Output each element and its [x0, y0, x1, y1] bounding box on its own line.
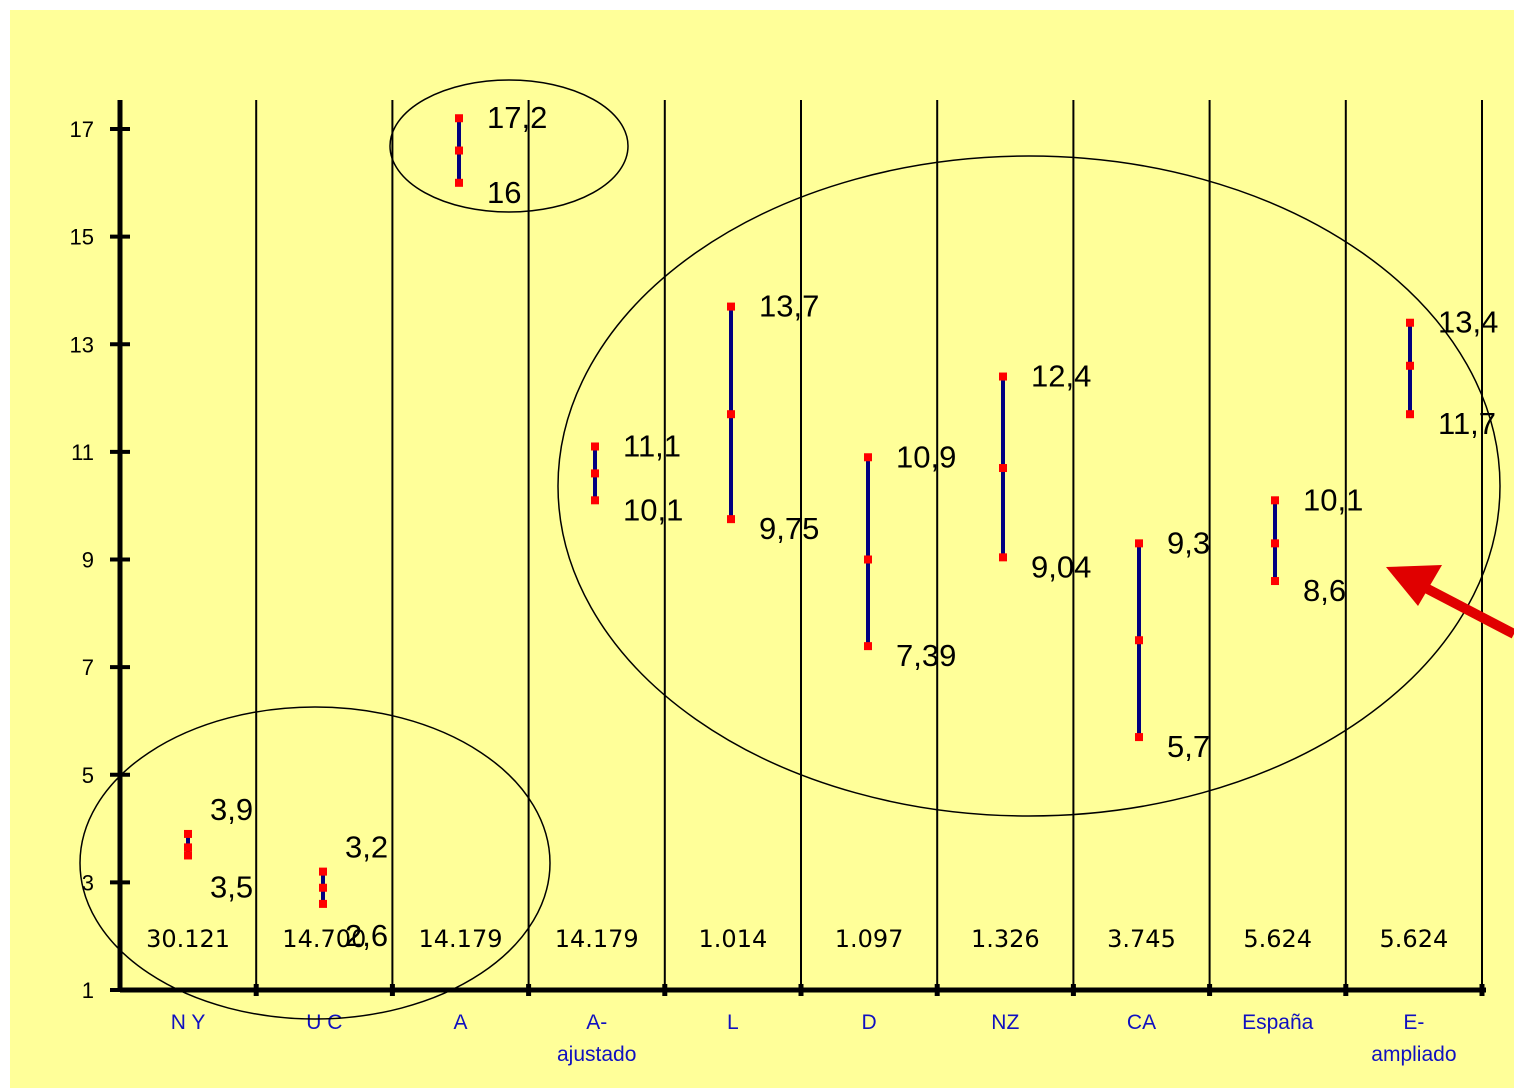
arrow-head: [1386, 565, 1442, 606]
low-marker: [455, 178, 463, 187]
chart-area-background: [10, 10, 1514, 1088]
mid-marker: [184, 843, 192, 852]
range-series: 3,9 3,5 3,2 2,6 17,2 16 11,1 10,1 13,7 9,75 10,9 7,…: [184, 100, 1498, 953]
sample-count-label: 1.326: [971, 925, 1040, 953]
y-tick-label: 9: [82, 548, 94, 573]
mid-marker: [591, 469, 599, 478]
group-ellipse-main: [557, 155, 1501, 817]
low-value-label: 3,5: [210, 869, 253, 904]
high-marker: [1271, 496, 1279, 505]
category-label: España: [1242, 1011, 1314, 1034]
low-marker: [591, 496, 599, 505]
low-value-label: 9,75: [759, 511, 819, 546]
high-marker: [864, 453, 872, 462]
group-ellipse-low: [79, 706, 551, 1020]
low-marker: [727, 515, 735, 524]
low-value-label: 8,6: [1303, 573, 1346, 608]
high-value-label: 17,2: [487, 100, 547, 135]
category-dividers: [255, 100, 1483, 990]
low-value-label: 9,04: [1031, 549, 1091, 584]
high-marker: [1406, 318, 1414, 327]
low-value-label: 11,7: [1438, 406, 1496, 441]
high-value-label: 10,1: [1303, 482, 1363, 517]
category-label: D: [862, 1011, 877, 1034]
high-value-label: 11,1: [623, 428, 681, 463]
category-labels: N Y U C A A-ajustado L D NZ CA España E-ampliado: [171, 1011, 1457, 1066]
y-tick-label: 15: [70, 225, 94, 250]
high-value-label: 9,3: [1167, 525, 1210, 560]
category-label: A-: [586, 1011, 607, 1034]
high-value-label: 13,7: [759, 289, 819, 324]
y-tick-label: 11: [71, 440, 94, 465]
sample-count-label: 1.097: [835, 925, 904, 953]
sample-count-label: 5.624: [1243, 925, 1312, 953]
low-marker: [864, 642, 872, 651]
category-label: CA: [1127, 1011, 1156, 1034]
mid-marker: [1406, 361, 1414, 370]
y-tick-label: 13: [70, 332, 94, 357]
category-label: U C: [306, 1011, 342, 1034]
mid-marker: [1271, 539, 1279, 548]
sample-count-label: 14.179: [555, 925, 639, 953]
high-value-label: 10,9: [896, 439, 956, 474]
low-value-label: 2,6: [345, 918, 388, 953]
low-value-label: 16: [487, 175, 521, 210]
high-marker: [999, 372, 1007, 381]
y-tick-label: 5: [82, 763, 94, 788]
sample-count-label: 30.121: [146, 925, 230, 953]
group-annotations: [79, 79, 1514, 1020]
low-marker: [1271, 577, 1279, 586]
low-marker: [999, 553, 1007, 562]
high-marker: [319, 867, 327, 876]
low-marker: [1406, 410, 1414, 419]
low-value-label: 10,1: [623, 492, 683, 527]
arrow-shaft: [1417, 580, 1514, 639]
group-ellipse-a: [389, 79, 629, 213]
category-label: NZ: [991, 1011, 1019, 1034]
high-marker: [727, 302, 735, 311]
sample-count-label: 14.179: [419, 925, 503, 953]
y-tick-label: 3: [82, 870, 94, 895]
category-label: E-: [1403, 1011, 1424, 1034]
category-label-line2: ajustado: [557, 1043, 636, 1066]
high-value-label: 12,4: [1031, 359, 1091, 394]
y-tick-label: 1: [82, 978, 94, 1003]
mid-marker: [455, 146, 463, 155]
low-value-label: 5,7: [1167, 729, 1210, 764]
sample-count-label: 3.745: [1107, 925, 1176, 953]
low-marker: [1135, 733, 1143, 742]
high-value-label: 3,2: [345, 830, 388, 865]
mid-marker: [727, 410, 735, 419]
low-marker: [184, 851, 192, 860]
high-value-label: 3,9: [210, 792, 253, 827]
high-marker: [591, 442, 599, 451]
category-label-line2: ampliado: [1371, 1043, 1456, 1066]
y-tick-label: 7: [82, 655, 94, 680]
high-marker: [184, 829, 192, 838]
sample-count-label: 1.014: [699, 925, 768, 953]
sample-counts: 30.121 14.700 14.179 14.179 1.014 1.097 1.326 3…: [146, 925, 1448, 953]
mid-marker: [319, 883, 327, 892]
mid-marker: [864, 555, 872, 564]
sample-count-label: 5.624: [1380, 925, 1449, 953]
mid-marker: [1135, 636, 1143, 645]
category-label: N Y: [171, 1011, 206, 1034]
high-marker: [1135, 539, 1143, 548]
low-marker: [319, 899, 327, 908]
high-value-label: 13,4: [1438, 305, 1498, 340]
sample-count-label: 14.700: [282, 925, 366, 953]
low-value-label: 7,39: [896, 638, 956, 673]
high-marker: [455, 114, 463, 123]
y-tick-label: 17: [70, 117, 94, 142]
axes: [117, 100, 1486, 996]
category-label: L: [727, 1011, 739, 1034]
category-label: A: [453, 1011, 467, 1034]
mid-marker: [999, 464, 1007, 473]
